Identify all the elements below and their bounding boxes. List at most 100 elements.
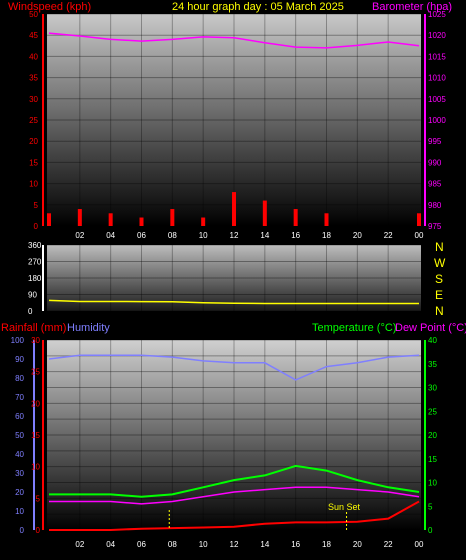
compass-w: W (434, 256, 446, 270)
windspeed-tick: 5 (34, 201, 39, 210)
barometer-label: Barometer (hpa) (372, 1, 452, 13)
compass-letters: N W S E N (434, 240, 446, 318)
barometer-tick: 975 (428, 222, 442, 231)
x-tick-label: 08 (168, 540, 177, 549)
x-tick-label: 20 (353, 231, 362, 240)
temperature-tick: 30 (428, 384, 437, 393)
windspeed-tick: 30 (29, 95, 38, 104)
temperature-tick: 20 (428, 431, 437, 440)
x-tick-label: 00 (415, 231, 424, 240)
x-tick-label: 12 (230, 231, 239, 240)
x-tick-label: 02 (75, 231, 84, 240)
x-tick-label: 00 (415, 540, 424, 549)
windspeed-tick: 50 (29, 10, 38, 19)
windspeed-tick: 45 (29, 31, 38, 40)
x-tick-label: 18 (322, 231, 331, 240)
humidity-tick: 20 (15, 488, 24, 497)
windspeed-label: Windspeed (kph) (8, 1, 91, 13)
temperature-tick: 15 (428, 455, 437, 464)
rainfall-tick: 0 (36, 526, 41, 535)
x-tick-label: 18 (322, 540, 331, 549)
data-series (47, 32, 421, 531)
temperature-tick: 35 (428, 360, 437, 369)
barometer-tick: 1015 (428, 52, 446, 61)
humidity-tick: 100 (11, 336, 25, 345)
barometer-tick: 985 (428, 180, 442, 189)
temperature-tick: 10 (428, 479, 437, 488)
windspeed-bar (232, 192, 236, 226)
compass-e: E (435, 288, 443, 302)
humidity-tick: 30 (15, 469, 24, 478)
direction-line (48, 299, 419, 305)
x-tick-label: 10 (199, 231, 208, 240)
x-tick-label: 12 (230, 540, 239, 549)
dewpoint-line (49, 486, 420, 505)
windspeed-bar (293, 209, 298, 226)
panel-wind-bg (47, 14, 421, 226)
humidity-label: Humidity (67, 322, 110, 334)
compass-n-bottom: N (435, 304, 444, 318)
sunset-label: Sun Set (328, 502, 361, 512)
windspeed-bar (47, 213, 51, 226)
x-tick-label: 16 (291, 540, 300, 549)
panel-temp-bg (47, 340, 421, 530)
temperature-line (49, 464, 420, 498)
panel-direction-bg (47, 245, 421, 311)
windspeed-bar (201, 217, 206, 226)
humidity-tick: 40 (15, 450, 24, 459)
windspeed-bar (262, 200, 267, 226)
x-tick-label: 22 (384, 231, 393, 240)
compass-n-top: N (435, 240, 444, 254)
humidity-tick: 80 (15, 374, 24, 383)
temperature-label: Temperature (°C) (312, 322, 396, 334)
direction-tick: 180 (28, 274, 42, 283)
barometer-tick: 1020 (428, 31, 446, 40)
windspeed-tick: 40 (29, 52, 38, 61)
x-tick-label: 14 (260, 540, 269, 549)
windspeed-bar (170, 209, 175, 226)
barometer-line (48, 32, 420, 49)
direction-tick: 270 (28, 258, 42, 267)
rainfall-tick: 25 (31, 368, 40, 377)
graph-title: 24 hour graph day : 05 March 2025 (172, 1, 344, 13)
rainfall-tick: 30 (31, 336, 40, 345)
barometer-tick: 990 (428, 158, 442, 167)
barometer-tick: 1025 (428, 10, 446, 19)
rainfall-tick: 10 (31, 463, 40, 472)
rainfall-tick: 5 (36, 494, 41, 503)
windspeed-bar (108, 213, 113, 226)
temperature-tick: 0 (428, 526, 433, 535)
windspeed-tick: 15 (29, 158, 38, 167)
dewpoint-label: Dew Point (°C) (395, 322, 466, 334)
temperature-tick: 40 (428, 336, 437, 345)
x-tick-label: 10 (199, 540, 208, 549)
direction-tick: 0 (28, 307, 33, 316)
x-tick-label: 06 (137, 540, 146, 549)
x-tick-label: 06 (137, 231, 146, 240)
windspeed-tick: 10 (29, 180, 38, 189)
x-tick-label: 16 (291, 231, 300, 240)
x-tick-label: 04 (106, 540, 115, 549)
x-tick-label: 08 (168, 231, 177, 240)
barometer-tick: 995 (428, 137, 442, 146)
tick-labels: 0510152025303540455097598098599099510001… (11, 10, 447, 549)
rainfall-tick: 15 (31, 431, 40, 440)
windspeed-bar (139, 217, 144, 226)
rainfall-label: Rainfall (mm) (1, 322, 66, 334)
barometer-tick: 1010 (428, 74, 446, 83)
humidity-tick: 60 (15, 412, 24, 421)
temperature-tick: 25 (428, 407, 437, 416)
humidity-tick: 90 (15, 355, 24, 364)
x-tick-label: 04 (106, 231, 115, 240)
direction-tick: 90 (28, 291, 37, 300)
x-tick-label: 14 (260, 231, 269, 240)
x-tick-label: 20 (353, 540, 362, 549)
windspeed-tick: 20 (29, 137, 38, 146)
x-tick-label: 22 (384, 540, 393, 549)
direction-tick: 360 (28, 241, 42, 250)
humidity-line (48, 354, 420, 381)
windspeed-bar (324, 213, 329, 226)
barometer-tick: 1000 (428, 116, 446, 125)
